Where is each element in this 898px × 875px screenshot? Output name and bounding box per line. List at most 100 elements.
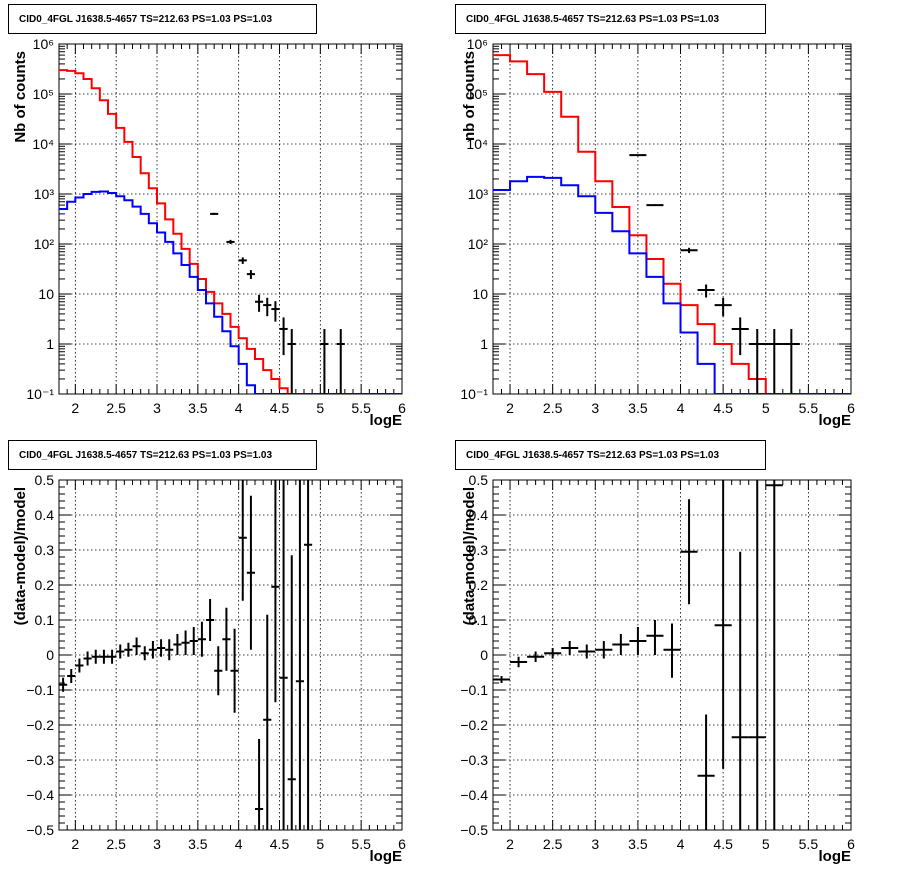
- data-point: [629, 627, 647, 655]
- x-tick-label: 2.5: [106, 836, 126, 852]
- data-point: [238, 480, 247, 601]
- y-tick-label: 1: [46, 336, 54, 352]
- data-point: [148, 641, 157, 659]
- x-tick-label: 4.5: [713, 400, 733, 416]
- data-layer: [59, 69, 402, 394]
- y-tick-label: −0.5: [26, 822, 54, 838]
- x-axis-label: logE: [370, 848, 403, 865]
- y-tick-label: 0.4: [35, 507, 55, 523]
- plot-frame: [492, 43, 852, 395]
- data-point: [561, 641, 579, 655]
- y-tick-label: 0.5: [35, 472, 55, 488]
- data-point: [731, 317, 749, 356]
- plot-title: CID0_4FGL J1638.5-4657 TS=212.63 PS=1.03…: [455, 4, 766, 34]
- data-point: [124, 642, 133, 657]
- data-point: [279, 480, 288, 830]
- x-tick-label: 3.5: [628, 836, 648, 852]
- x-tick-label: 5: [316, 400, 324, 416]
- y-axis-label: nb of counts: [461, 51, 478, 141]
- data-point: [680, 247, 698, 254]
- x-axis-label: logE: [819, 848, 852, 865]
- plot-panel-top-left: 2 2.5 3 3.5 4 4.5 5 5.5 6 10⁻¹ 1 10 10² 10³ 10⁴ 10⁵ 10⁶ l…: [12, 36, 406, 429]
- data-point: [181, 630, 190, 655]
- y-tick-label: 10⁴: [466, 136, 488, 152]
- data-point: [108, 649, 117, 664]
- data-point: [210, 212, 219, 216]
- data-point: [197, 621, 206, 657]
- data-point: [714, 480, 732, 769]
- data-point: [646, 204, 664, 207]
- y-tick-label: −0.4: [26, 787, 54, 803]
- data-point: [214, 646, 223, 696]
- x-tick-label: 5: [316, 836, 324, 852]
- x-tick-label: 5: [762, 400, 770, 416]
- data-point: [748, 480, 766, 830]
- y-tick-label: −0.3: [26, 752, 54, 768]
- data-layer: [493, 54, 851, 394]
- y-tick-label: 10⁴: [32, 136, 54, 152]
- x-tick-label: 6: [847, 836, 855, 852]
- x-tick-label: 2: [71, 400, 79, 416]
- y-tick-label: −0.4: [460, 787, 488, 803]
- histogram-series-0: [493, 54, 851, 394]
- y-tick-label: −0.2: [460, 717, 488, 733]
- data-point: [91, 649, 100, 664]
- data-layer: [493, 480, 783, 830]
- data-point: [59, 677, 68, 692]
- plot-panel-top-right: 2 2.5 3 3.5 4 4.5 5 5.5 6 10⁻¹ 1 10 10² 10³ 10⁴ 10⁵ 10⁶ l…: [460, 36, 855, 429]
- data-point: [206, 599, 215, 641]
- y-tick-label: −0.3: [460, 752, 488, 768]
- data-point: [99, 649, 108, 664]
- data-point: [263, 297, 272, 317]
- x-axis-label: logE: [819, 412, 852, 429]
- y-axis-label: (data-model)/model: [12, 487, 29, 625]
- y-tick-label: 10²: [34, 236, 55, 252]
- data-point: [287, 555, 296, 830]
- y-tick-label: 1: [480, 336, 488, 352]
- y-axis-label: Nb of counts: [12, 51, 29, 143]
- y-tick-label: 10⁵: [467, 86, 488, 102]
- y-tick-label: 10: [38, 286, 54, 302]
- data-point: [612, 634, 630, 655]
- y-tick-label: 0.2: [469, 577, 489, 593]
- data-point: [578, 644, 596, 659]
- x-tick-label: 6: [847, 400, 855, 416]
- data-point: [132, 637, 141, 655]
- data-point: [320, 328, 329, 394]
- data-point: [140, 646, 149, 661]
- x-tick-label: 4.5: [713, 836, 733, 852]
- x-tick-label: 3: [153, 400, 161, 416]
- y-tick-label: 10⁶: [467, 36, 488, 52]
- y-tick-label: −0.1: [26, 682, 54, 698]
- data-point: [67, 669, 76, 683]
- x-tick-label: 3: [591, 836, 599, 852]
- y-tick-label: 0.2: [35, 577, 55, 593]
- y-axis-label: (data-model)/model: [461, 487, 478, 625]
- data-point: [782, 328, 800, 394]
- data-point: [238, 257, 247, 264]
- x-tick-label: 5: [762, 836, 770, 852]
- data-point: [714, 297, 732, 317]
- data-point: [279, 317, 288, 356]
- plot-title: CID0_4FGL J1638.5-4657 TS=212.63 PS=1.03…: [455, 440, 766, 470]
- x-tick-label: 5.5: [799, 836, 819, 852]
- data-point: [287, 328, 296, 394]
- x-tick-label: 3: [591, 400, 599, 416]
- y-tick-label: −0.5: [460, 822, 488, 838]
- y-tick-label: 0.1: [35, 612, 55, 628]
- plot-title: CID0_4FGL J1638.5-4657 TS=212.63 PS=1.03…: [8, 4, 317, 34]
- x-axis-label: logE: [370, 412, 403, 429]
- histogram-series-1: [59, 190, 402, 394]
- x-tick-label: 3: [153, 836, 161, 852]
- data-point: [336, 328, 345, 394]
- x-tick-label: 4.5: [270, 400, 290, 416]
- data-point: [157, 639, 166, 657]
- data-point: [116, 644, 125, 659]
- data-point: [527, 651, 545, 662]
- x-tick-label: 3.5: [628, 400, 648, 416]
- data-point: [271, 301, 280, 322]
- x-tick-label: 4: [677, 400, 685, 416]
- y-tick-label: 10⁻¹: [460, 386, 488, 402]
- x-tick-label: 5.5: [799, 400, 819, 416]
- y-tick-label: 10: [472, 286, 488, 302]
